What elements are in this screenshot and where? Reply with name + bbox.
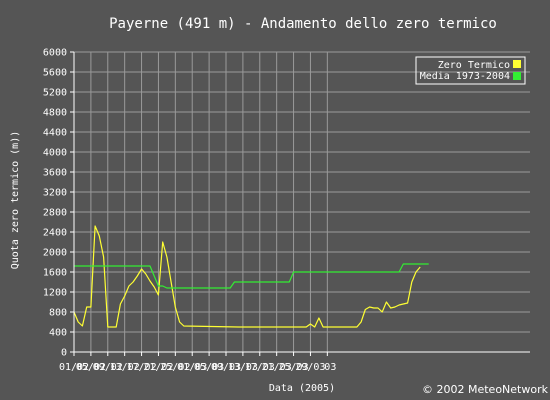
legend-swatch-media bbox=[513, 72, 521, 80]
x-tick-label: 25/02 bbox=[160, 362, 190, 373]
grid-layer bbox=[73, 51, 530, 353]
x-tick-label: 25/03 bbox=[279, 362, 309, 373]
y-tick-label: 3200 bbox=[43, 188, 67, 199]
y-tick-label: 5200 bbox=[43, 88, 67, 99]
x-tick-label: 05/02 bbox=[76, 362, 106, 373]
legend-label-media: Media 1973-2004 bbox=[420, 71, 510, 82]
y-tick-label: 400 bbox=[49, 328, 67, 339]
y-tick-label: 2400 bbox=[43, 228, 67, 239]
credit-text: © 2002 MeteoNetwork bbox=[422, 383, 549, 396]
legend-label-zero-termico: Zero Termico bbox=[438, 60, 510, 71]
y-tick-label: 800 bbox=[49, 308, 67, 319]
legend-box bbox=[415, 56, 526, 85]
y-tick-labels: 0 400 800 1200 1600 2000 2400 2800 3200 3600 4000 4… bbox=[43, 48, 67, 359]
y-tick-label: 5600 bbox=[43, 68, 67, 79]
x-tick-label: 21/03 bbox=[262, 362, 292, 373]
chart-title: Payerne (491 m) - Andamento dello zero t… bbox=[109, 16, 497, 32]
y-tick-label: 4400 bbox=[43, 128, 67, 139]
x-tick-label: 03 bbox=[324, 362, 336, 373]
legend-swatch-zero-termico bbox=[513, 60, 521, 68]
y-tick-label: 1200 bbox=[43, 288, 67, 299]
x-tick-label: 01/02 bbox=[59, 362, 89, 373]
axis-layer bbox=[70, 51, 530, 356]
series-layer bbox=[73, 225, 429, 328]
x-tick-label: 29/03 bbox=[295, 362, 325, 373]
y-tick-label: 2800 bbox=[43, 208, 67, 219]
y-axis-label: Quota zero termico (m)) bbox=[10, 131, 21, 269]
x-tick-label: 05/03 bbox=[194, 362, 224, 373]
x-axis-label: Data (2005) bbox=[269, 383, 335, 394]
x-tick-label: 09/02 bbox=[93, 362, 123, 373]
x-tick-label: 17/02 bbox=[127, 362, 157, 373]
x-tick-label: 13/03 bbox=[228, 362, 258, 373]
y-tick-label: 0 bbox=[61, 348, 67, 359]
x-tick-label: 09/03 bbox=[211, 362, 241, 373]
y-tick-label: 2000 bbox=[43, 248, 67, 259]
x-tick-label: 13/02 bbox=[110, 362, 140, 373]
series-line-zero-termico bbox=[73, 225, 421, 328]
series-line-media bbox=[74, 263, 429, 289]
y-tick-label: 4800 bbox=[43, 108, 67, 119]
x-tick-label: 01/03 bbox=[177, 362, 207, 373]
x-tick-label: 21/02 bbox=[143, 362, 173, 373]
x-tick-labels: 01/0205/0209/0213/0217/0221/0225/0201/03… bbox=[59, 362, 336, 373]
y-tick-label: 3600 bbox=[43, 168, 67, 179]
x-tick-label: 17/03 bbox=[245, 362, 275, 373]
y-tick-label: 6000 bbox=[43, 48, 67, 59]
y-tick-label: 1600 bbox=[43, 268, 67, 279]
y-tick-label: 4000 bbox=[43, 148, 67, 159]
chart-legend: Zero Termico Media 1973-2004 bbox=[415, 56, 526, 85]
